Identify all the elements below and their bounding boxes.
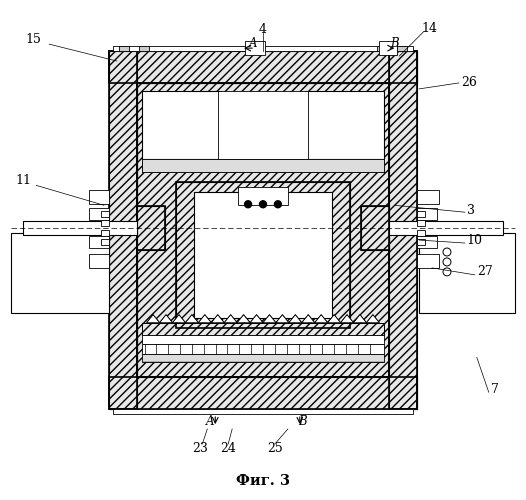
- Polygon shape: [263, 314, 276, 322]
- Bar: [101, 220, 109, 226]
- Bar: [113, 46, 413, 51]
- Bar: [361, 206, 389, 250]
- Bar: [141, 158, 385, 172]
- Bar: [419, 233, 514, 312]
- Bar: [238, 188, 288, 205]
- Bar: [389, 51, 417, 409]
- Polygon shape: [186, 314, 198, 322]
- Polygon shape: [198, 314, 211, 322]
- Bar: [137, 206, 165, 250]
- Bar: [417, 239, 425, 245]
- Polygon shape: [328, 314, 340, 322]
- Circle shape: [443, 248, 451, 256]
- Polygon shape: [211, 314, 224, 322]
- Bar: [109, 378, 417, 409]
- Polygon shape: [289, 314, 302, 322]
- Bar: [417, 230, 425, 236]
- Bar: [389, 51, 417, 409]
- Bar: [89, 254, 109, 268]
- Bar: [89, 208, 109, 220]
- Bar: [113, 409, 413, 414]
- Polygon shape: [173, 314, 186, 322]
- Bar: [101, 211, 109, 217]
- Bar: [417, 190, 439, 204]
- Text: B: B: [390, 36, 399, 50]
- Bar: [101, 239, 109, 245]
- Bar: [12, 233, 109, 312]
- Text: 4: 4: [259, 22, 267, 36]
- Polygon shape: [159, 314, 173, 322]
- Bar: [109, 378, 417, 409]
- Text: B: B: [298, 414, 307, 428]
- Text: 15: 15: [25, 32, 41, 46]
- Bar: [141, 322, 385, 334]
- Bar: [417, 211, 425, 217]
- Polygon shape: [147, 314, 159, 322]
- Bar: [245, 41, 265, 55]
- Bar: [109, 51, 137, 409]
- Bar: [23, 221, 137, 235]
- Text: 7: 7: [491, 382, 499, 396]
- Text: Фиг. 3: Фиг. 3: [236, 474, 290, 488]
- Circle shape: [275, 201, 281, 207]
- Bar: [141, 322, 385, 334]
- Text: A: A: [206, 414, 215, 428]
- Text: 11: 11: [15, 174, 32, 187]
- Polygon shape: [340, 314, 353, 322]
- Bar: [119, 46, 129, 51]
- Bar: [137, 206, 165, 250]
- Bar: [218, 91, 308, 158]
- Bar: [177, 182, 349, 328]
- Bar: [417, 208, 437, 220]
- Bar: [89, 236, 109, 248]
- Text: A: A: [249, 36, 257, 50]
- Text: 3: 3: [467, 204, 475, 216]
- Circle shape: [259, 201, 267, 207]
- Text: 26: 26: [461, 76, 477, 90]
- Bar: [141, 354, 385, 362]
- Bar: [141, 91, 221, 158]
- Bar: [109, 51, 417, 83]
- Circle shape: [443, 258, 451, 266]
- Bar: [417, 236, 437, 248]
- Bar: [195, 192, 331, 318]
- Polygon shape: [224, 314, 237, 322]
- Polygon shape: [250, 314, 263, 322]
- Text: 10: 10: [467, 234, 483, 246]
- Bar: [417, 220, 425, 226]
- Bar: [137, 83, 389, 378]
- Bar: [177, 182, 349, 328]
- Bar: [417, 254, 439, 268]
- Text: 24: 24: [220, 442, 236, 456]
- Bar: [89, 190, 109, 204]
- Bar: [141, 334, 385, 344]
- Bar: [377, 46, 387, 51]
- Bar: [109, 51, 417, 83]
- Bar: [139, 46, 149, 51]
- Circle shape: [245, 201, 251, 207]
- Polygon shape: [237, 314, 250, 322]
- Polygon shape: [315, 314, 328, 322]
- Text: 25: 25: [267, 442, 283, 456]
- Bar: [379, 41, 397, 55]
- Text: 23: 23: [193, 442, 208, 456]
- Bar: [397, 46, 407, 51]
- Circle shape: [443, 268, 451, 276]
- Bar: [141, 158, 385, 172]
- Bar: [305, 91, 385, 158]
- Polygon shape: [302, 314, 315, 322]
- Bar: [101, 230, 109, 236]
- Polygon shape: [367, 314, 379, 322]
- Bar: [137, 83, 389, 378]
- Text: 14: 14: [421, 22, 437, 35]
- Bar: [389, 221, 503, 235]
- Text: 27: 27: [477, 266, 492, 278]
- Bar: [361, 206, 389, 250]
- Polygon shape: [353, 314, 367, 322]
- Polygon shape: [276, 314, 289, 322]
- Bar: [141, 344, 385, 354]
- Bar: [109, 51, 137, 409]
